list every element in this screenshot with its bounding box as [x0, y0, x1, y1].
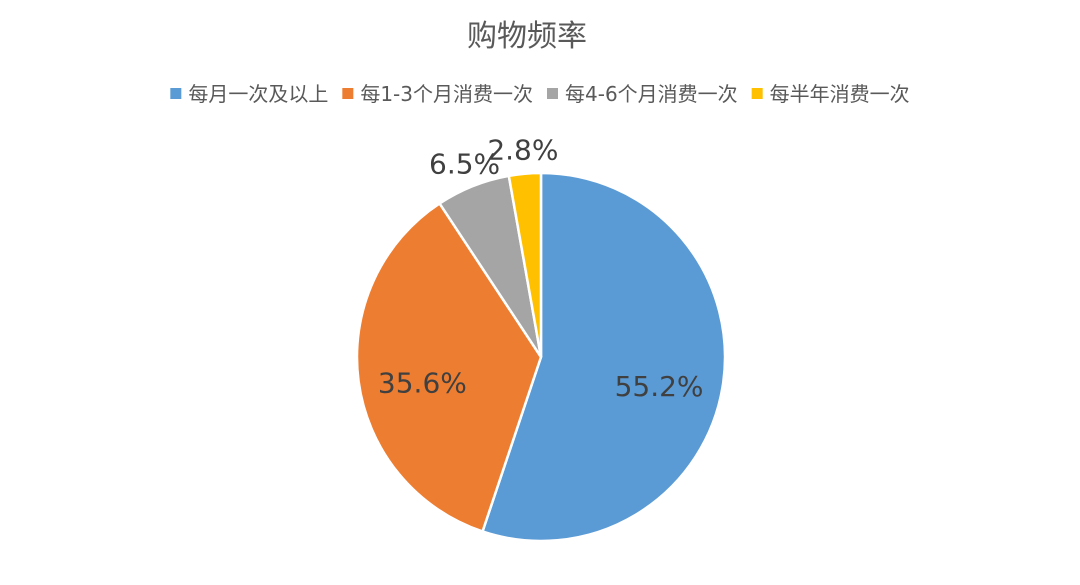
legend-swatch	[751, 88, 763, 99]
legend: 每月一次及以上 每1-3个月消费一次 每4-6个月消费一次 每半年消费一次	[170, 82, 910, 106]
data-label-1: 35.6%	[378, 367, 467, 400]
legend-swatch	[342, 88, 354, 99]
chart-title: 购物频率	[467, 19, 587, 54]
legend-label: 每4-6个月消费一次	[565, 82, 738, 106]
data-label-2: 6.5%	[429, 148, 500, 181]
pie-slice-0	[480, 171, 727, 543]
legend-item-3: 每半年消费一次	[751, 82, 910, 106]
pie-slices	[355, 171, 727, 543]
pie-slice-1	[355, 201, 543, 534]
legend-swatch	[170, 88, 182, 99]
pie-slice-3	[507, 171, 543, 358]
legend-item-2: 每4-6个月消费一次	[547, 82, 738, 106]
legend-item-0: 每月一次及以上	[170, 82, 328, 106]
legend-label: 每1-3个月消费一次	[360, 82, 533, 106]
data-label-0: 55.2%	[615, 370, 704, 403]
legend-label: 每半年消费一次	[770, 82, 910, 106]
legend-item-1: 每1-3个月消费一次	[342, 82, 533, 106]
legend-label: 每月一次及以上	[188, 82, 328, 106]
data-labels: 55.2% 35.6% 6.5%2.8%	[378, 134, 704, 404]
data-label-3: 2.8%	[487, 134, 558, 167]
legend-swatch	[547, 88, 558, 99]
